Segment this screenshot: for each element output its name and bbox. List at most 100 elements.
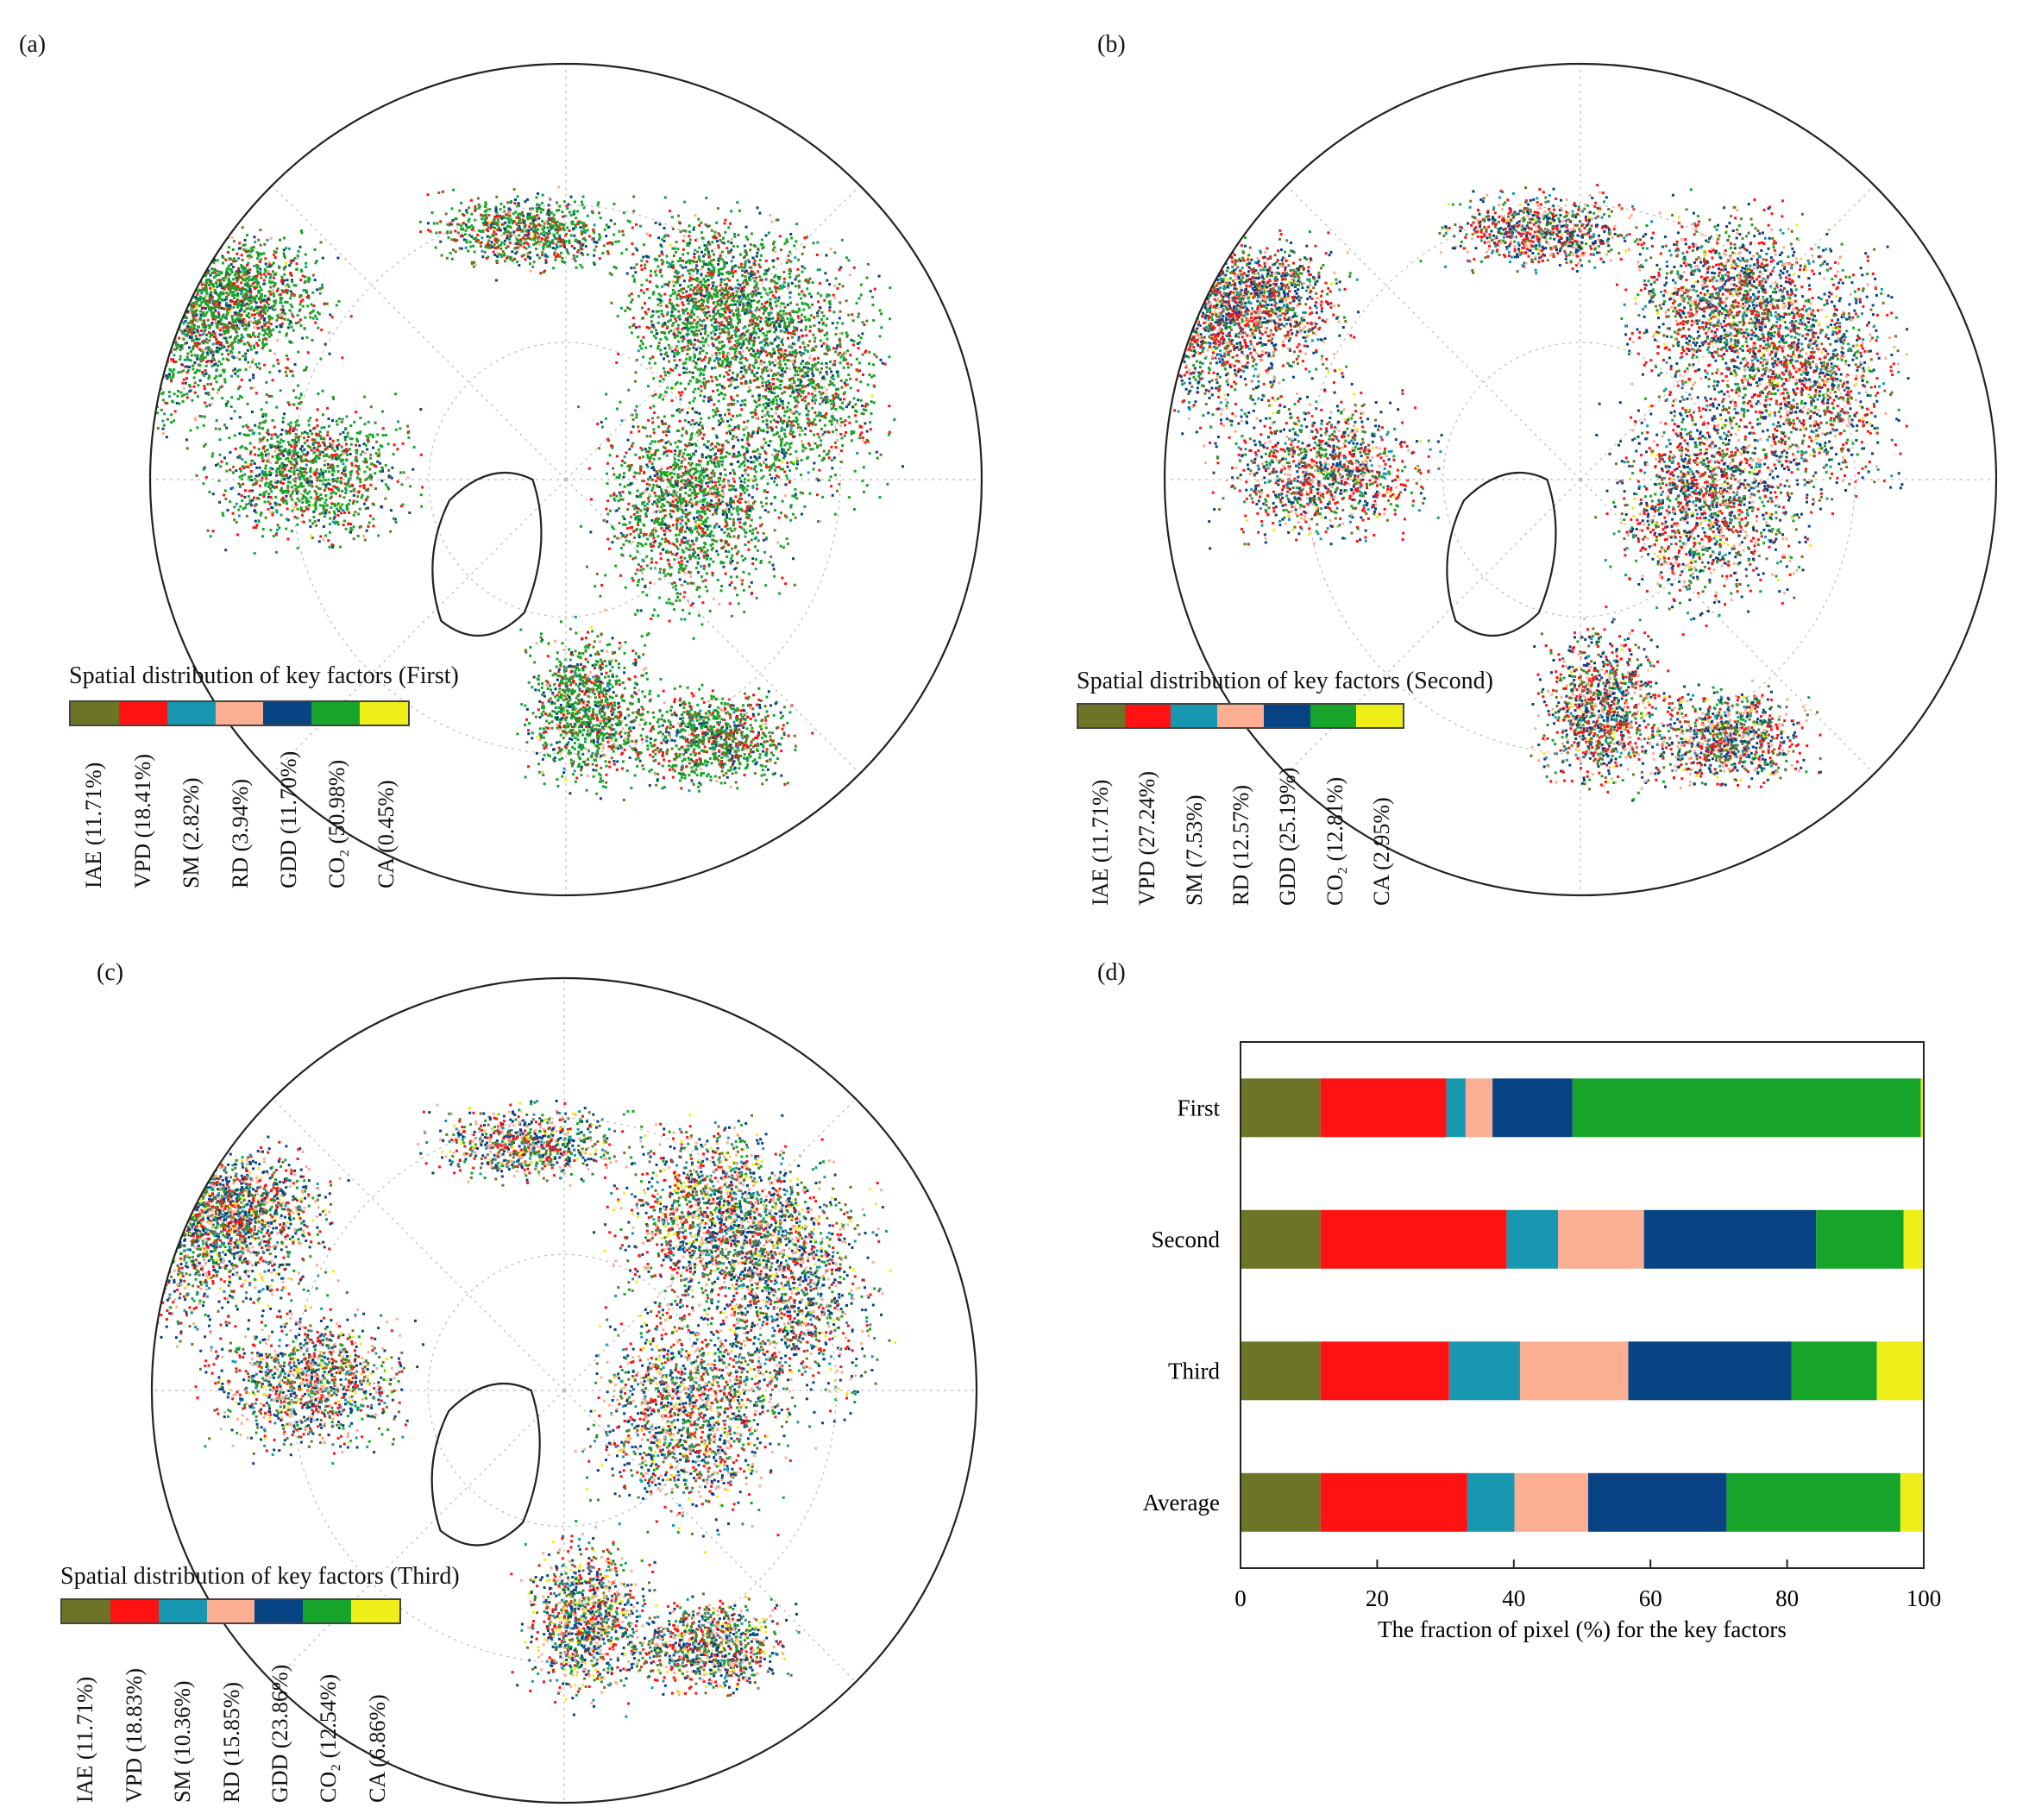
panel-label-a: (a) <box>19 31 46 59</box>
bar-segment-second-iae <box>1241 1209 1321 1269</box>
legend-label: CO₂ (12.81%) <box>1322 777 1348 906</box>
legend-label: IAE (11.71%) <box>1088 780 1114 906</box>
legend-label: IAE (11.71%) <box>72 1677 98 1803</box>
map-boundary <box>1163 62 1998 897</box>
x-tick-label: 80 <box>1775 1585 1799 1611</box>
y-tick-label: Third <box>1168 1358 1220 1384</box>
bar-segment-average-sm <box>1467 1472 1515 1532</box>
bar-segment-second-gdd <box>1643 1209 1817 1269</box>
polar-map-b <box>1163 62 1998 897</box>
legend-swatch-iae <box>62 1600 110 1622</box>
map-content <box>1165 184 1910 802</box>
legend-label: SM (10.36%) <box>170 1680 196 1803</box>
plot-frame <box>1240 1041 1925 1569</box>
legend-swatch-vpd <box>118 702 167 725</box>
x-tick-label: 0 <box>1234 1585 1247 1611</box>
legend-label: VPD (18.83%) <box>122 1668 148 1803</box>
legend-label: CA (2.95%) <box>1369 797 1395 906</box>
bar-segment-third-ca <box>1876 1341 1924 1401</box>
greenland-outline <box>431 471 543 637</box>
legend-label: RD (12.57%) <box>1228 785 1254 906</box>
legend-swatch-sm <box>158 1600 207 1622</box>
legend-label: CA (6.86%) <box>365 1694 391 1803</box>
legend-label: RD (15.85%) <box>219 1682 245 1803</box>
panel-d: (d) First Second Third Average 0 20 40 60 80 100 T… <box>1014 914 2029 1820</box>
legend-label: GDD (11.70%) <box>276 751 302 888</box>
bar-segment-average-iae <box>1241 1472 1321 1532</box>
bar-segment-first-iae <box>1241 1078 1321 1138</box>
legend-swatch-sm <box>166 702 216 725</box>
legend-swatch-ca <box>1356 705 1404 727</box>
bar-segment-second-ca <box>1903 1209 1924 1269</box>
legend-label: GDD (25.19%) <box>1275 768 1301 906</box>
bar-segment-average-ca <box>1900 1472 1924 1532</box>
legend-swatch-rd <box>215 702 264 725</box>
legend-swatch-vpd <box>110 1600 159 1622</box>
legend-label: SM (7.53%) <box>1182 794 1208 906</box>
legend-title-c: Spatial distribution of key factors (Thi… <box>60 1563 460 1591</box>
legend-label: CO₂ (12.54%) <box>316 1674 342 1803</box>
graticule <box>152 978 977 1803</box>
legend-swatch-sm <box>1171 705 1218 727</box>
panel-a: (a) Spatial distribution of key factors … <box>0 0 1014 914</box>
y-tick-label: Average <box>1143 1490 1220 1516</box>
legend-swatch-gdd <box>263 702 312 725</box>
bar-segment-average-co2 <box>1726 1472 1900 1532</box>
x-tick-label: 60 <box>1639 1585 1662 1611</box>
bar-segment-average-gdd <box>1588 1472 1727 1532</box>
y-tick-label: First <box>1177 1095 1220 1120</box>
panel-label-d: (d) <box>1097 959 1126 987</box>
polar-map-a <box>148 62 983 897</box>
bar-segment-average-vpd <box>1320 1472 1467 1532</box>
legend-title-b: Spatial distribution of key factors (Sec… <box>1077 668 1493 695</box>
bar-segment-third-rd <box>1519 1341 1629 1401</box>
bar-segment-first-ca <box>1920 1078 1925 1138</box>
legend-label: CO₂ (50.98%) <box>324 760 350 888</box>
bar-segment-second-co2 <box>1816 1209 1904 1269</box>
legend-swatch-rd <box>206 1600 255 1622</box>
legend-title-a: Spatial distribution of key factors (Fir… <box>69 662 459 690</box>
polar-map-c <box>150 976 978 1804</box>
legend-swatch-iae <box>71 702 119 725</box>
bar-segment-third-sm <box>1448 1341 1520 1401</box>
legend-colorbar-c <box>60 1598 401 1624</box>
bar-segment-average-rd <box>1514 1472 1589 1532</box>
stacked-bar-chart: First Second Third Average 0 20 40 60 80 100 The f… <box>1143 1041 1942 1642</box>
legend-label: SM (2.82%) <box>179 777 204 888</box>
bar-segment-third-co2 <box>1791 1341 1877 1401</box>
legend-swatch-iae <box>1078 705 1125 727</box>
greenland-outline <box>430 1382 541 1547</box>
y-tick-label: Second <box>1152 1227 1221 1252</box>
legend-swatch-rd <box>1217 705 1264 727</box>
bar-segment-first-co2 <box>1572 1078 1921 1138</box>
legend-swatch-ca <box>351 1600 400 1622</box>
x-tick-label: 100 <box>1907 1585 1942 1611</box>
x-tick-label: 40 <box>1502 1585 1525 1611</box>
bar-segment-first-vpd <box>1320 1078 1447 1138</box>
greenland-outline <box>1446 471 1557 637</box>
bar-segment-first-gdd <box>1492 1078 1573 1138</box>
x-axis-label: The fraction of pixel (%) for the key fa… <box>1378 1616 1787 1642</box>
legend-label: CA (0.45%) <box>374 780 399 888</box>
legend-swatch-co2 <box>303 1600 352 1622</box>
legend-label: VPD (27.24%) <box>1134 771 1160 906</box>
legend-label: VPD (18.41%) <box>130 754 156 888</box>
bar-segment-second-rd <box>1558 1209 1644 1269</box>
graticule <box>1165 64 1996 895</box>
panel-c: (c) Spatial distribution of key factors … <box>0 914 1014 1820</box>
panel-b: (b) Spatial distribution of key factors … <box>1014 0 2029 914</box>
legend-label: RD (3.94%) <box>228 779 254 888</box>
bar-segment-first-rd <box>1465 1078 1493 1138</box>
bar-segment-third-iae <box>1241 1341 1321 1401</box>
bar-segment-second-sm <box>1506 1209 1559 1269</box>
bar-segment-first-sm <box>1446 1078 1466 1138</box>
bar-segment-third-gdd <box>1628 1341 1792 1401</box>
legend-colorbar-a <box>69 700 410 726</box>
legend-swatch-co2 <box>1310 705 1357 727</box>
legend-swatch-gdd <box>1263 705 1310 727</box>
panel-label-c: (c) <box>97 959 123 987</box>
legend-swatch-co2 <box>311 702 361 725</box>
legend-label: IAE (11.71%) <box>81 763 107 888</box>
x-tick-label: 20 <box>1366 1585 1389 1611</box>
map-boundary <box>148 62 983 897</box>
